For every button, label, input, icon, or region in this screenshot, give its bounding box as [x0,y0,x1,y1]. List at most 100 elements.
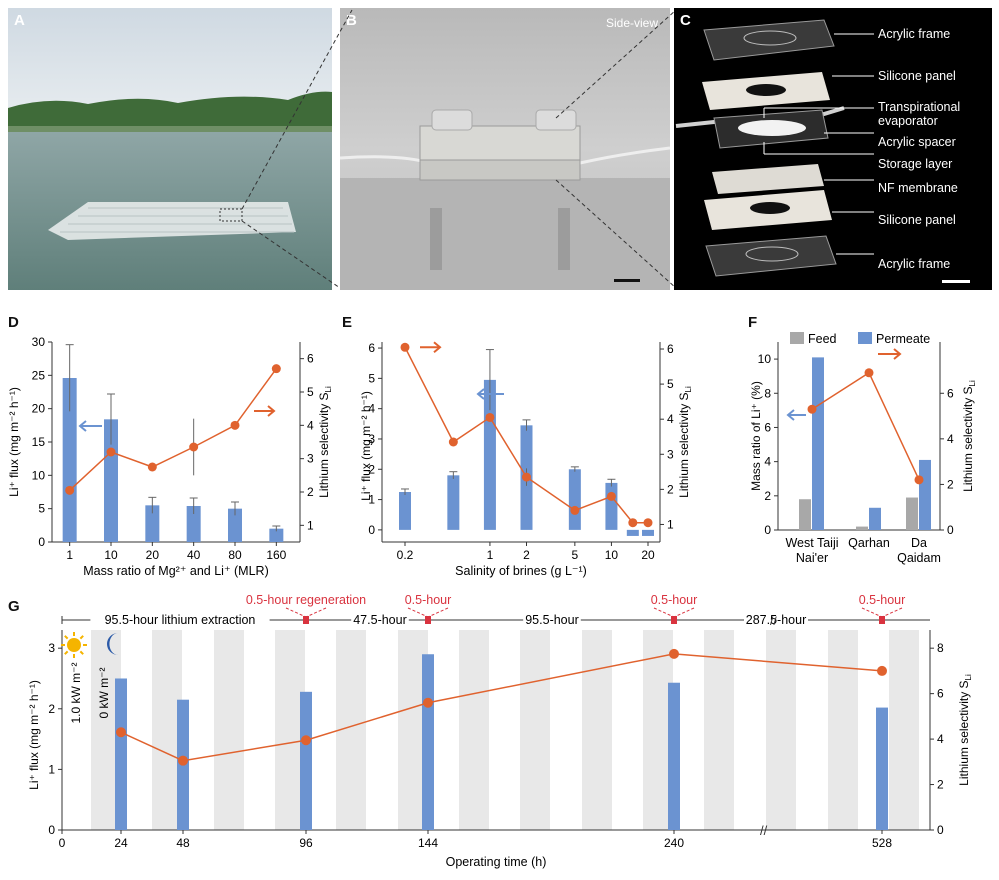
timeline-break: // [770,614,777,628]
sun-icon [61,632,87,658]
x-tick-label: 528 [872,836,892,850]
right-tick-label: 6 [947,386,954,400]
night-band-7 [520,630,550,830]
moon-label: 0 kW m⁻² [97,668,111,719]
night-band-10 [704,630,734,830]
regeneration-leader-right-0 [305,607,327,618]
point-e-1 [485,412,495,422]
point-d-160 [271,364,281,374]
exploded-device-drawing: Acrylic frame Silicone panel Transpiration… [675,19,970,283]
label-acrylic-frame: Acrylic frame [878,27,950,41]
layer-nf-membrane [712,164,824,194]
bar-e-5 [568,469,581,530]
chart-d-mlr: 0 5 10 15 20 25 30 1 2 3 4 5 6 1 10 20 40 80 160 Mass ratio… [7,335,333,578]
label-silicone-panel: Silicone panel [878,213,956,227]
regeneration-leader-right-1 [427,607,449,618]
sun-icon-ray [79,650,84,655]
left-tick-label: 8 [764,386,771,400]
x-category-label: West Taiji [785,536,838,550]
zoom-line-top-a [241,9,353,210]
left-tick-label: 3 [368,432,375,446]
left-tick-label: 0 [48,823,55,837]
y-axis-title: Li⁺ flux (mg m⁻² h⁻¹) [359,391,373,501]
night-band-6 [459,630,489,830]
x-category-label: Da [911,536,927,550]
x-tick-label: 96 [299,836,313,850]
x-tick-label: 40 [187,548,201,562]
y2-axis-title: Lithium selectivity SLi [317,386,333,498]
arrow-e-right-head [433,341,442,354]
left-tick-label: 1 [48,762,55,776]
point-g-24 [116,727,126,738]
panel-letter-b: B [346,12,357,29]
left-tick-label: 1 [368,493,375,507]
line-f-selectivity [811,371,920,481]
right-tick-label: 6 [667,342,674,356]
left-tick-label: 6 [764,420,771,434]
x-tick-label: 24 [114,836,128,850]
x-axis-title: Mass ratio of Mg²⁺ and Li⁺ (MLR) [83,564,268,578]
point-d-80 [230,420,240,430]
right-tick-label: 6 [937,687,944,701]
timeline-label-bg-3 [744,612,808,626]
point-d-20 [147,462,157,472]
bar-e-10 [605,482,618,530]
photo-side-view: B Side-view [340,8,670,290]
point-d-1 [65,485,75,495]
x-tick-label: 144 [418,836,438,850]
left-tick-label: 6 [368,341,375,355]
bar-g-144 [422,654,434,830]
left-tick-label: 2 [764,489,771,503]
zoom-line-top-b [555,9,677,119]
right-tick-label: 3 [307,452,314,466]
arrow-f-right-head [893,348,902,360]
y2-axis-title: Lithium selectivity SLi [961,380,977,492]
night-band-11 [766,630,796,830]
point-e-15 [628,518,638,528]
bar-d-40 [186,506,201,542]
x-tick-label: 80 [228,548,242,562]
arrow-f-left-head [786,409,795,421]
y2-axis-title: Lithium selectivity SLi [957,674,973,786]
x-axis-title: Operating time (h) [446,855,547,869]
left-tick-label: 2 [368,462,375,476]
regeneration-leader-left-0 [285,607,307,618]
regeneration-leader-left-2 [653,607,675,618]
bar-f-feed-2 [906,497,918,530]
panel-letter-f: F [748,314,758,331]
x-tick-label: 5 [572,548,579,562]
x-tick-label: 20 [641,548,655,562]
label-acrylic-spacer: Acrylic spacer [878,135,956,149]
legend-swatch-permeate [858,332,872,344]
label-nf-membrane: NF membrane [878,181,958,195]
timeline-segment-label-0: 95.5-hour lithium extraction [105,613,256,627]
layer-silicone-panel-bottom [704,190,832,230]
regeneration-leader-left-3 [861,607,883,618]
y2-axis-title-subscript: Li [684,386,693,392]
x-category-label-line2: Qaidam [897,551,941,565]
timeline-label-bg-2 [523,612,581,626]
label-silicone-panel: Silicone panel [878,69,956,83]
legend-swatch-feed [790,332,804,344]
right-tick-label: 4 [937,732,944,746]
right-tick-label: 1 [307,518,314,532]
axis-break-bottom: // [760,823,768,838]
arrow-d-right-head [267,405,276,417]
left-tick-label: 0 [38,535,45,549]
bar-g-240 [668,682,680,830]
night-band-8 [582,630,612,830]
night-band-12 [828,630,858,830]
panel-letter-a: A [14,12,25,29]
y-axis-title: Li⁺ flux (mg m⁻² h⁻¹) [27,680,41,790]
regeneration-marker-2 [671,616,677,624]
point-g-240 [669,648,679,659]
layer-silicone-panel-top [702,72,830,110]
bar-f-feed-0 [799,499,811,530]
bar-d-80 [228,508,242,542]
night-band-13 [889,630,919,830]
legend-label-feed: Feed [808,332,837,346]
regeneration-label-0: 0.5-hour regeneration [246,593,366,607]
layer-acrylic-frame-bottom [705,235,837,277]
left-tick-label: 4 [764,455,771,469]
